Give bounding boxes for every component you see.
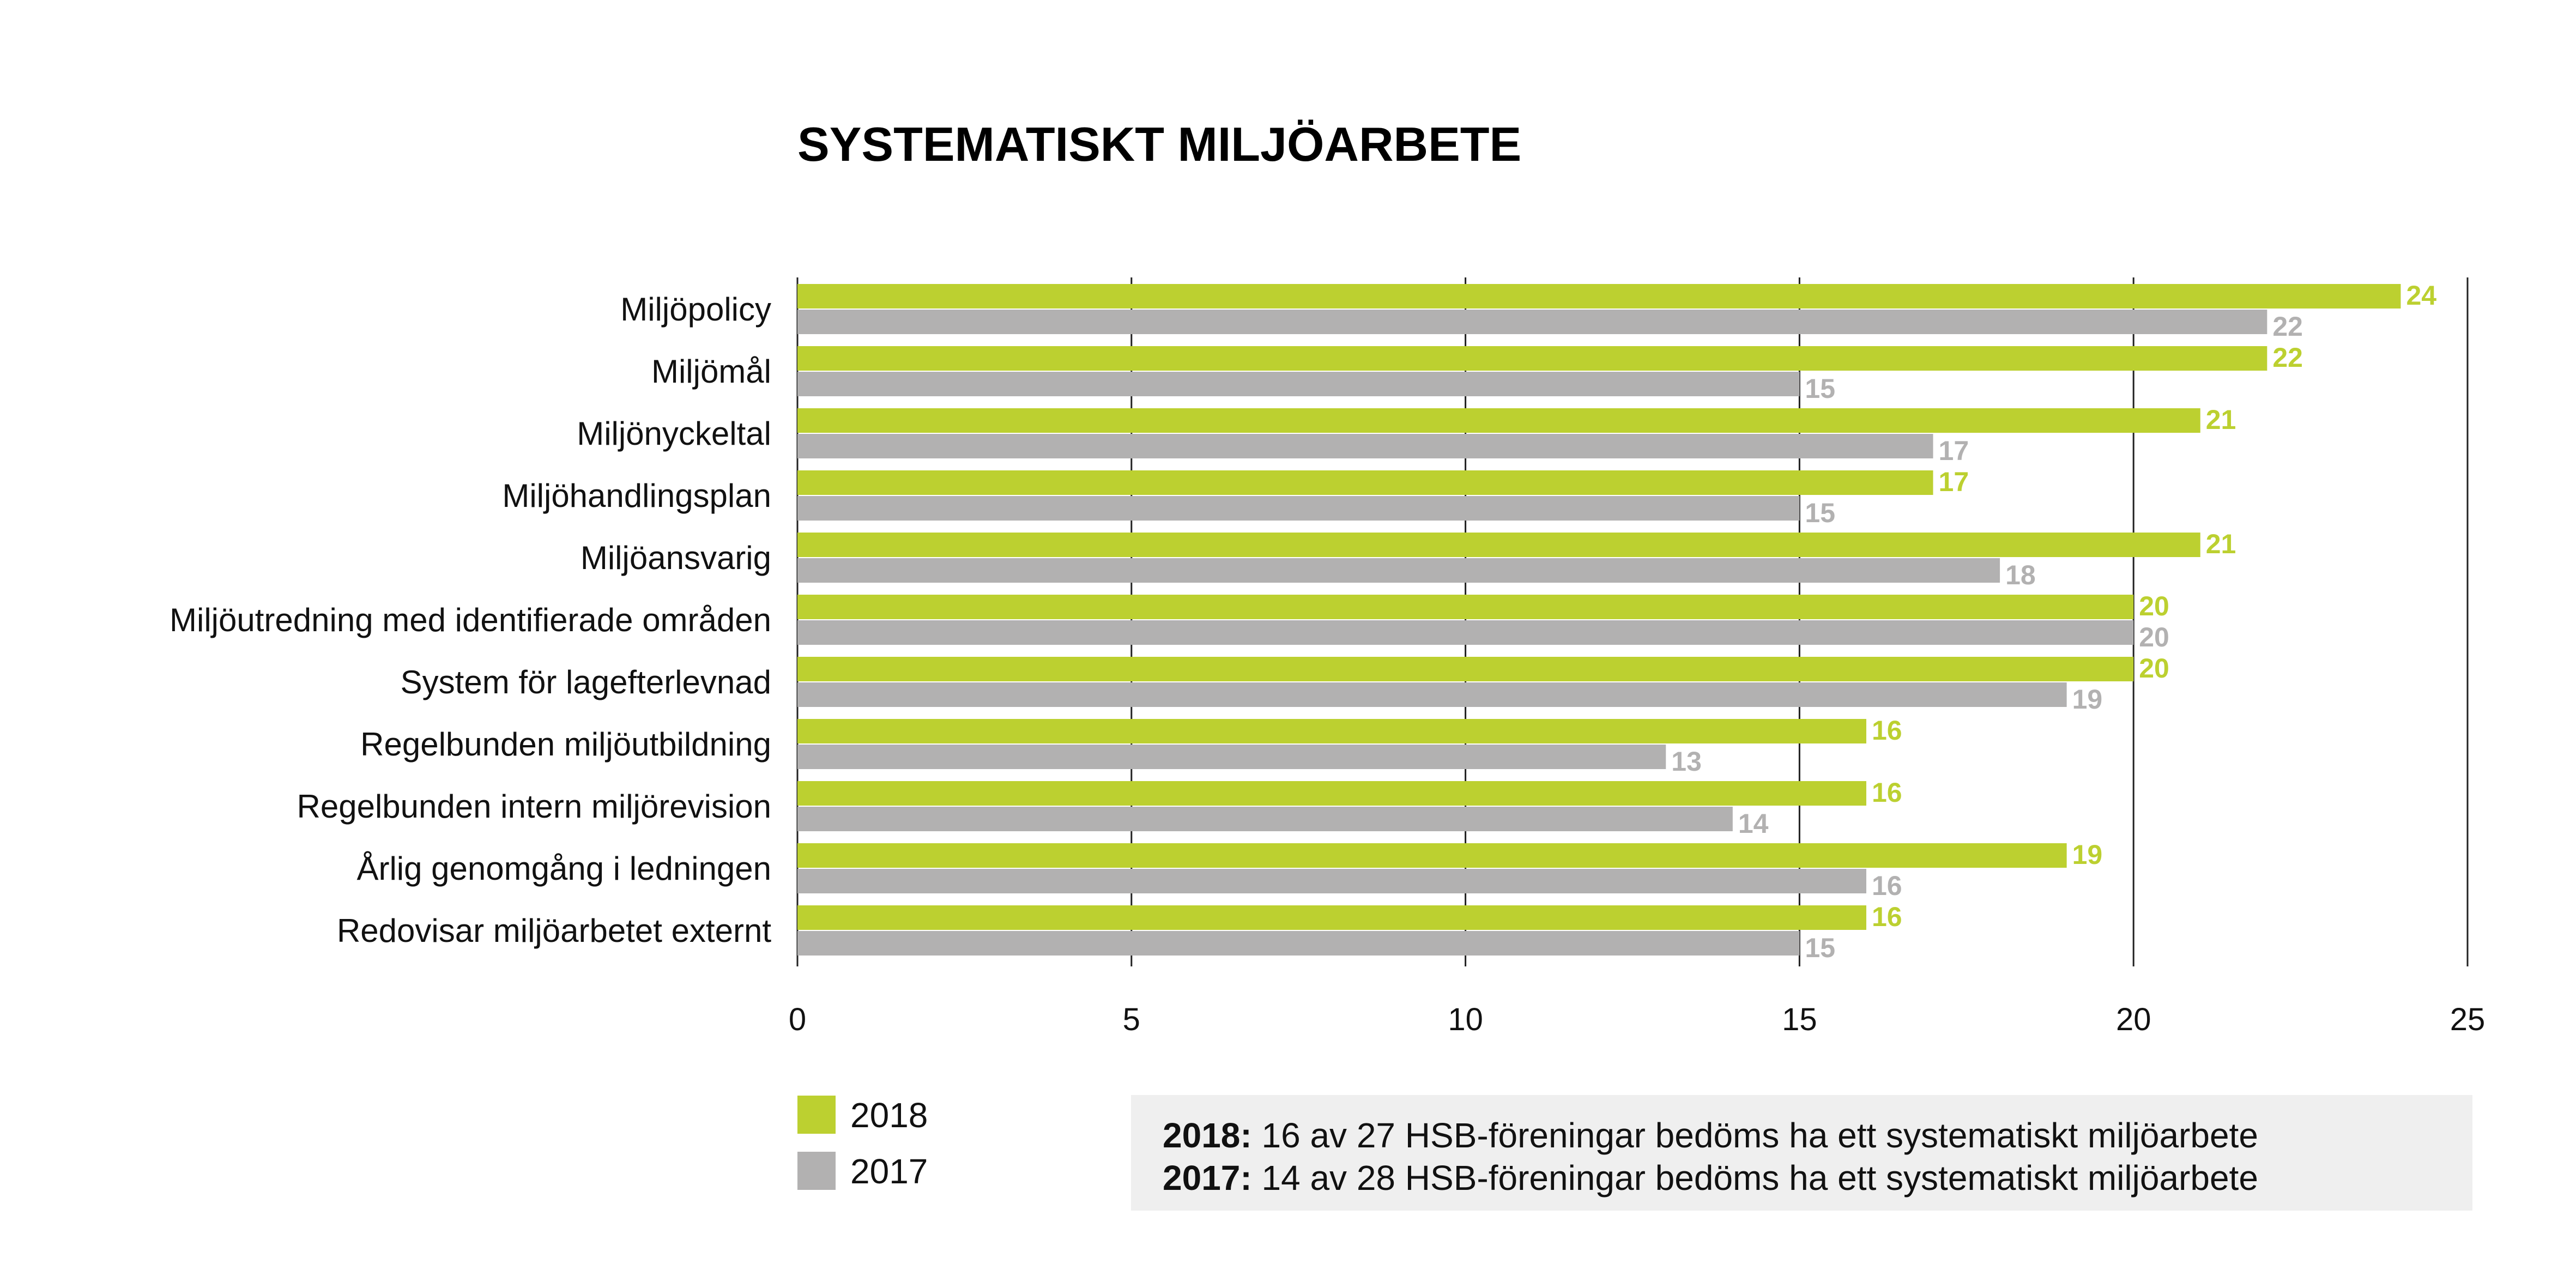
bar-2018 <box>797 533 2200 557</box>
legend-label-2018: 2018 <box>850 1096 928 1135</box>
bar-2018 <box>797 719 1866 743</box>
data-label-2017: 19 <box>2072 684 2103 715</box>
category-label: Miljöpolicy <box>620 291 771 328</box>
bar-2017 <box>797 745 1666 769</box>
legend-swatch-2017 <box>797 1152 836 1190</box>
data-label-2017: 14 <box>1738 808 1769 839</box>
legend-swatch-2018 <box>797 1096 836 1134</box>
data-label-2018: 24 <box>2406 280 2436 311</box>
data-label-2017: 15 <box>1805 933 1835 963</box>
bar-2017 <box>797 310 2267 334</box>
x-tick-label: 5 <box>1123 1002 1140 1037</box>
data-label-2018: 19 <box>2072 839 2103 870</box>
chart-title: SYSTEMATISKT MILJÖARBETE <box>797 117 1521 171</box>
note-line-2017: 2017: 14 av 28 HSB-föreningar bedöms ha … <box>1163 1158 2258 1198</box>
data-label-2018: 21 <box>2206 529 2236 559</box>
bar-2017 <box>797 931 1800 956</box>
bar-2017 <box>797 869 1866 893</box>
bar-2018 <box>797 843 2067 868</box>
bar-2018 <box>797 657 2134 681</box>
data-label-2017: 16 <box>1872 870 1902 901</box>
data-label-2018: 20 <box>2139 591 2169 621</box>
summary-note: 2018: 16 av 27 HSB-föreningar bedöms ha … <box>1131 1095 2472 1211</box>
x-tick-label: 20 <box>2116 1002 2151 1037</box>
data-label-2018: 16 <box>1872 777 1902 808</box>
data-label-2017: 15 <box>1805 373 1835 404</box>
category-label: Regelbunden intern miljörevision <box>297 788 772 825</box>
category-label: Miljöutredning med identifierade områden <box>170 602 771 638</box>
data-label-2017: 17 <box>1939 436 1969 466</box>
bar-2018 <box>797 408 2200 433</box>
data-label-2017: 13 <box>1671 746 1702 777</box>
category-label: Miljönyckeltal <box>577 415 771 452</box>
data-label-2018: 20 <box>2139 653 2169 684</box>
data-label-2018: 16 <box>1872 902 1902 932</box>
bar-2017 <box>797 372 1800 396</box>
data-label-2017: 20 <box>2139 622 2169 652</box>
x-tick-label: 15 <box>1782 1002 1817 1037</box>
data-label-2017: 15 <box>1805 498 1835 528</box>
bar-2018 <box>797 284 2401 309</box>
data-label-2017: 22 <box>2272 311 2303 342</box>
data-label-2018: 17 <box>1939 467 1969 497</box>
bar-2017 <box>797 434 1933 458</box>
data-label-2017: 18 <box>2005 560 2036 590</box>
note-background <box>1131 1095 2472 1211</box>
x-tick-label: 0 <box>789 1002 806 1037</box>
category-label: Årlig genomgång i ledningen <box>356 850 771 887</box>
bar-2018 <box>797 470 1933 495</box>
x-tick-label: 10 <box>1448 1002 1483 1037</box>
data-label-2018: 16 <box>1872 715 1902 746</box>
bar-2017 <box>797 682 2067 707</box>
bar-2018 <box>797 595 2134 619</box>
bar-2018 <box>797 905 1866 930</box>
category-label: Miljömål <box>651 353 771 390</box>
data-label-2018: 22 <box>2272 342 2303 373</box>
x-tick-label: 25 <box>2450 1002 2486 1037</box>
category-label: Redovisar miljöarbetet externt <box>337 912 771 949</box>
category-label: Miljöhandlingsplan <box>502 477 771 514</box>
category-label: System för lagefterlevnad <box>401 664 771 700</box>
note-line-2018: 2018: 16 av 27 HSB-föreningar bedöms ha … <box>1163 1116 2258 1155</box>
category-label: Miljöansvarig <box>580 540 771 576</box>
category-label: Regelbunden miljöutbildning <box>360 726 771 763</box>
bar-2017 <box>797 496 1800 521</box>
bar-2018 <box>797 346 2267 371</box>
bar-2017 <box>797 558 2000 583</box>
legend-label-2017: 2017 <box>850 1152 928 1191</box>
bar-2017 <box>797 620 2134 645</box>
bar-2017 <box>797 807 1733 831</box>
data-label-2018: 21 <box>2206 404 2236 435</box>
bar-2018 <box>797 781 1866 806</box>
